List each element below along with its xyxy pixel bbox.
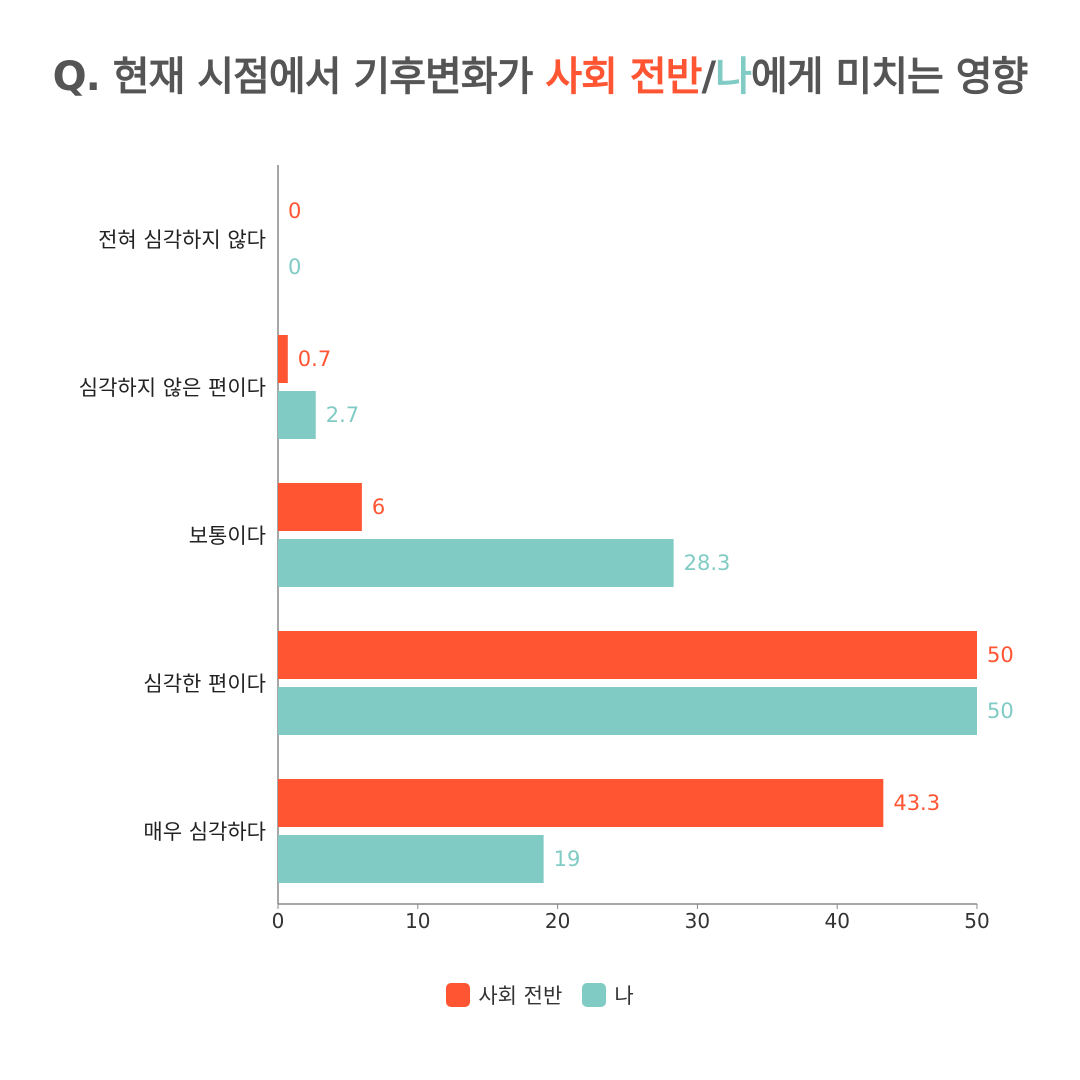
data-label: 50 — [987, 699, 1014, 723]
legend-label-society: 사회 전반 — [478, 984, 563, 1008]
bar — [278, 631, 977, 679]
title-slash: / — [701, 54, 716, 100]
bar-chart: 0 10 20 30 40 50 전혀 심각하지 않다 0 0 심각하지 않은 편이다 0.7 2.7… — [79, 165, 1014, 933]
category-label: 보통이다 — [189, 524, 266, 548]
category-label: 심각한 편이다 — [143, 672, 266, 696]
data-label: 19 — [554, 847, 581, 871]
bar — [278, 779, 884, 827]
title-highlight-society: 사회 전반 — [545, 54, 702, 100]
bar — [278, 483, 362, 531]
data-label: 6 — [372, 495, 385, 519]
data-label: 43.3 — [893, 791, 940, 815]
legend-swatch-me — [582, 983, 607, 1007]
title-suffix: 에게 미치는 영향 — [750, 54, 1028, 100]
category-label: 전혀 심각하지 않다 — [98, 228, 266, 252]
title-highlight-me: 나 — [715, 54, 752, 100]
bar — [278, 391, 316, 439]
x-tick-label: 0 — [272, 909, 285, 933]
data-label: 0 — [288, 255, 301, 279]
chart-title: Q. 현재 시점에서 기후변화가 사회 전반/나에게 미치는 영향 — [0, 44, 1080, 102]
bar — [278, 687, 977, 735]
category-label: 매우 심각하다 — [143, 820, 266, 844]
title-prefix: Q. 현재 시점에서 기후변화가 — [52, 54, 546, 100]
bar — [278, 335, 288, 383]
x-tick-label: 50 — [964, 909, 989, 933]
x-tick-label: 40 — [824, 909, 849, 933]
data-label: 0.7 — [298, 347, 331, 371]
x-tick-label: 20 — [545, 909, 570, 933]
x-tick-label: 30 — [685, 909, 710, 933]
legend-label-me: 나 — [614, 984, 634, 1008]
legend-item-me: 나 — [582, 980, 634, 1010]
data-label: 2.7 — [326, 403, 359, 427]
legend: 사회 전반 나 — [0, 980, 1080, 1010]
data-label: 50 — [987, 643, 1014, 667]
bar — [278, 539, 674, 587]
data-label: 0 — [288, 199, 301, 223]
bar — [278, 835, 544, 883]
legend-item-society: 사회 전반 — [446, 980, 562, 1010]
category-label: 심각하지 않은 편이다 — [79, 376, 266, 400]
x-tick-label: 10 — [405, 909, 430, 933]
legend-swatch-society — [446, 983, 471, 1007]
data-label: 28.3 — [684, 551, 731, 575]
